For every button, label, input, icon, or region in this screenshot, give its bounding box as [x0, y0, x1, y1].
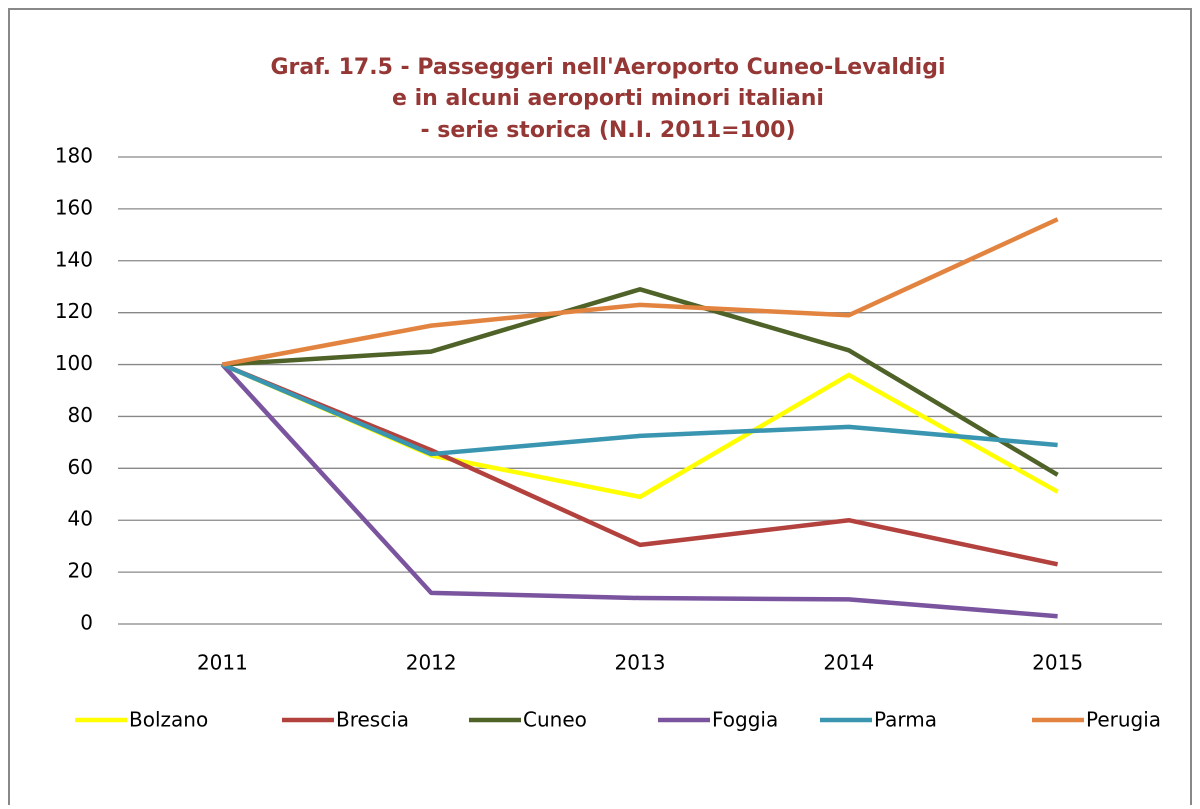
legend-label: Parma: [874, 708, 937, 732]
x-tick-label: 2015: [1032, 651, 1083, 675]
frame: [8, 8, 1192, 805]
y-tick-label: 120: [55, 299, 93, 323]
y-tick-label: 20: [68, 559, 93, 583]
x-tick-label: 2013: [615, 651, 666, 675]
y-tick-label: 40: [68, 507, 93, 531]
series-line: [222, 287, 1059, 477]
chart-title: - serie storica (N.I. 2011=100): [420, 118, 795, 143]
y-tick-label: 140: [55, 247, 93, 271]
y-tick-label: 100: [55, 351, 93, 375]
x-tick-label: 2014: [823, 651, 874, 675]
y-tick-label: 80: [68, 403, 93, 427]
series-line: [221, 362, 1059, 500]
chart-title: e in alcuni aeroporti minori italiani: [392, 86, 824, 111]
series-line: [221, 362, 1058, 457]
y-tick-label: 180: [55, 144, 93, 168]
x-tick-label: 2011: [197, 651, 248, 675]
y-tick-label: 0: [80, 611, 93, 635]
series-line: [221, 362, 1059, 567]
series-line: [220, 363, 1058, 619]
legend-label: Perugia: [1086, 708, 1161, 732]
chart-title: Graf. 17.5 - Passeggeri nell'Aeroporto C…: [270, 55, 945, 80]
legend-label: Brescia: [336, 708, 409, 732]
x-tick-label: 2012: [406, 651, 457, 675]
legend-label: Foggia: [712, 708, 778, 732]
y-tick-label: 160: [55, 195, 93, 219]
y-tick-label: 60: [68, 455, 93, 479]
legend-label: Cuneo: [523, 708, 587, 732]
series-line: [221, 217, 1059, 367]
legend-label: Bolzano: [129, 708, 208, 732]
